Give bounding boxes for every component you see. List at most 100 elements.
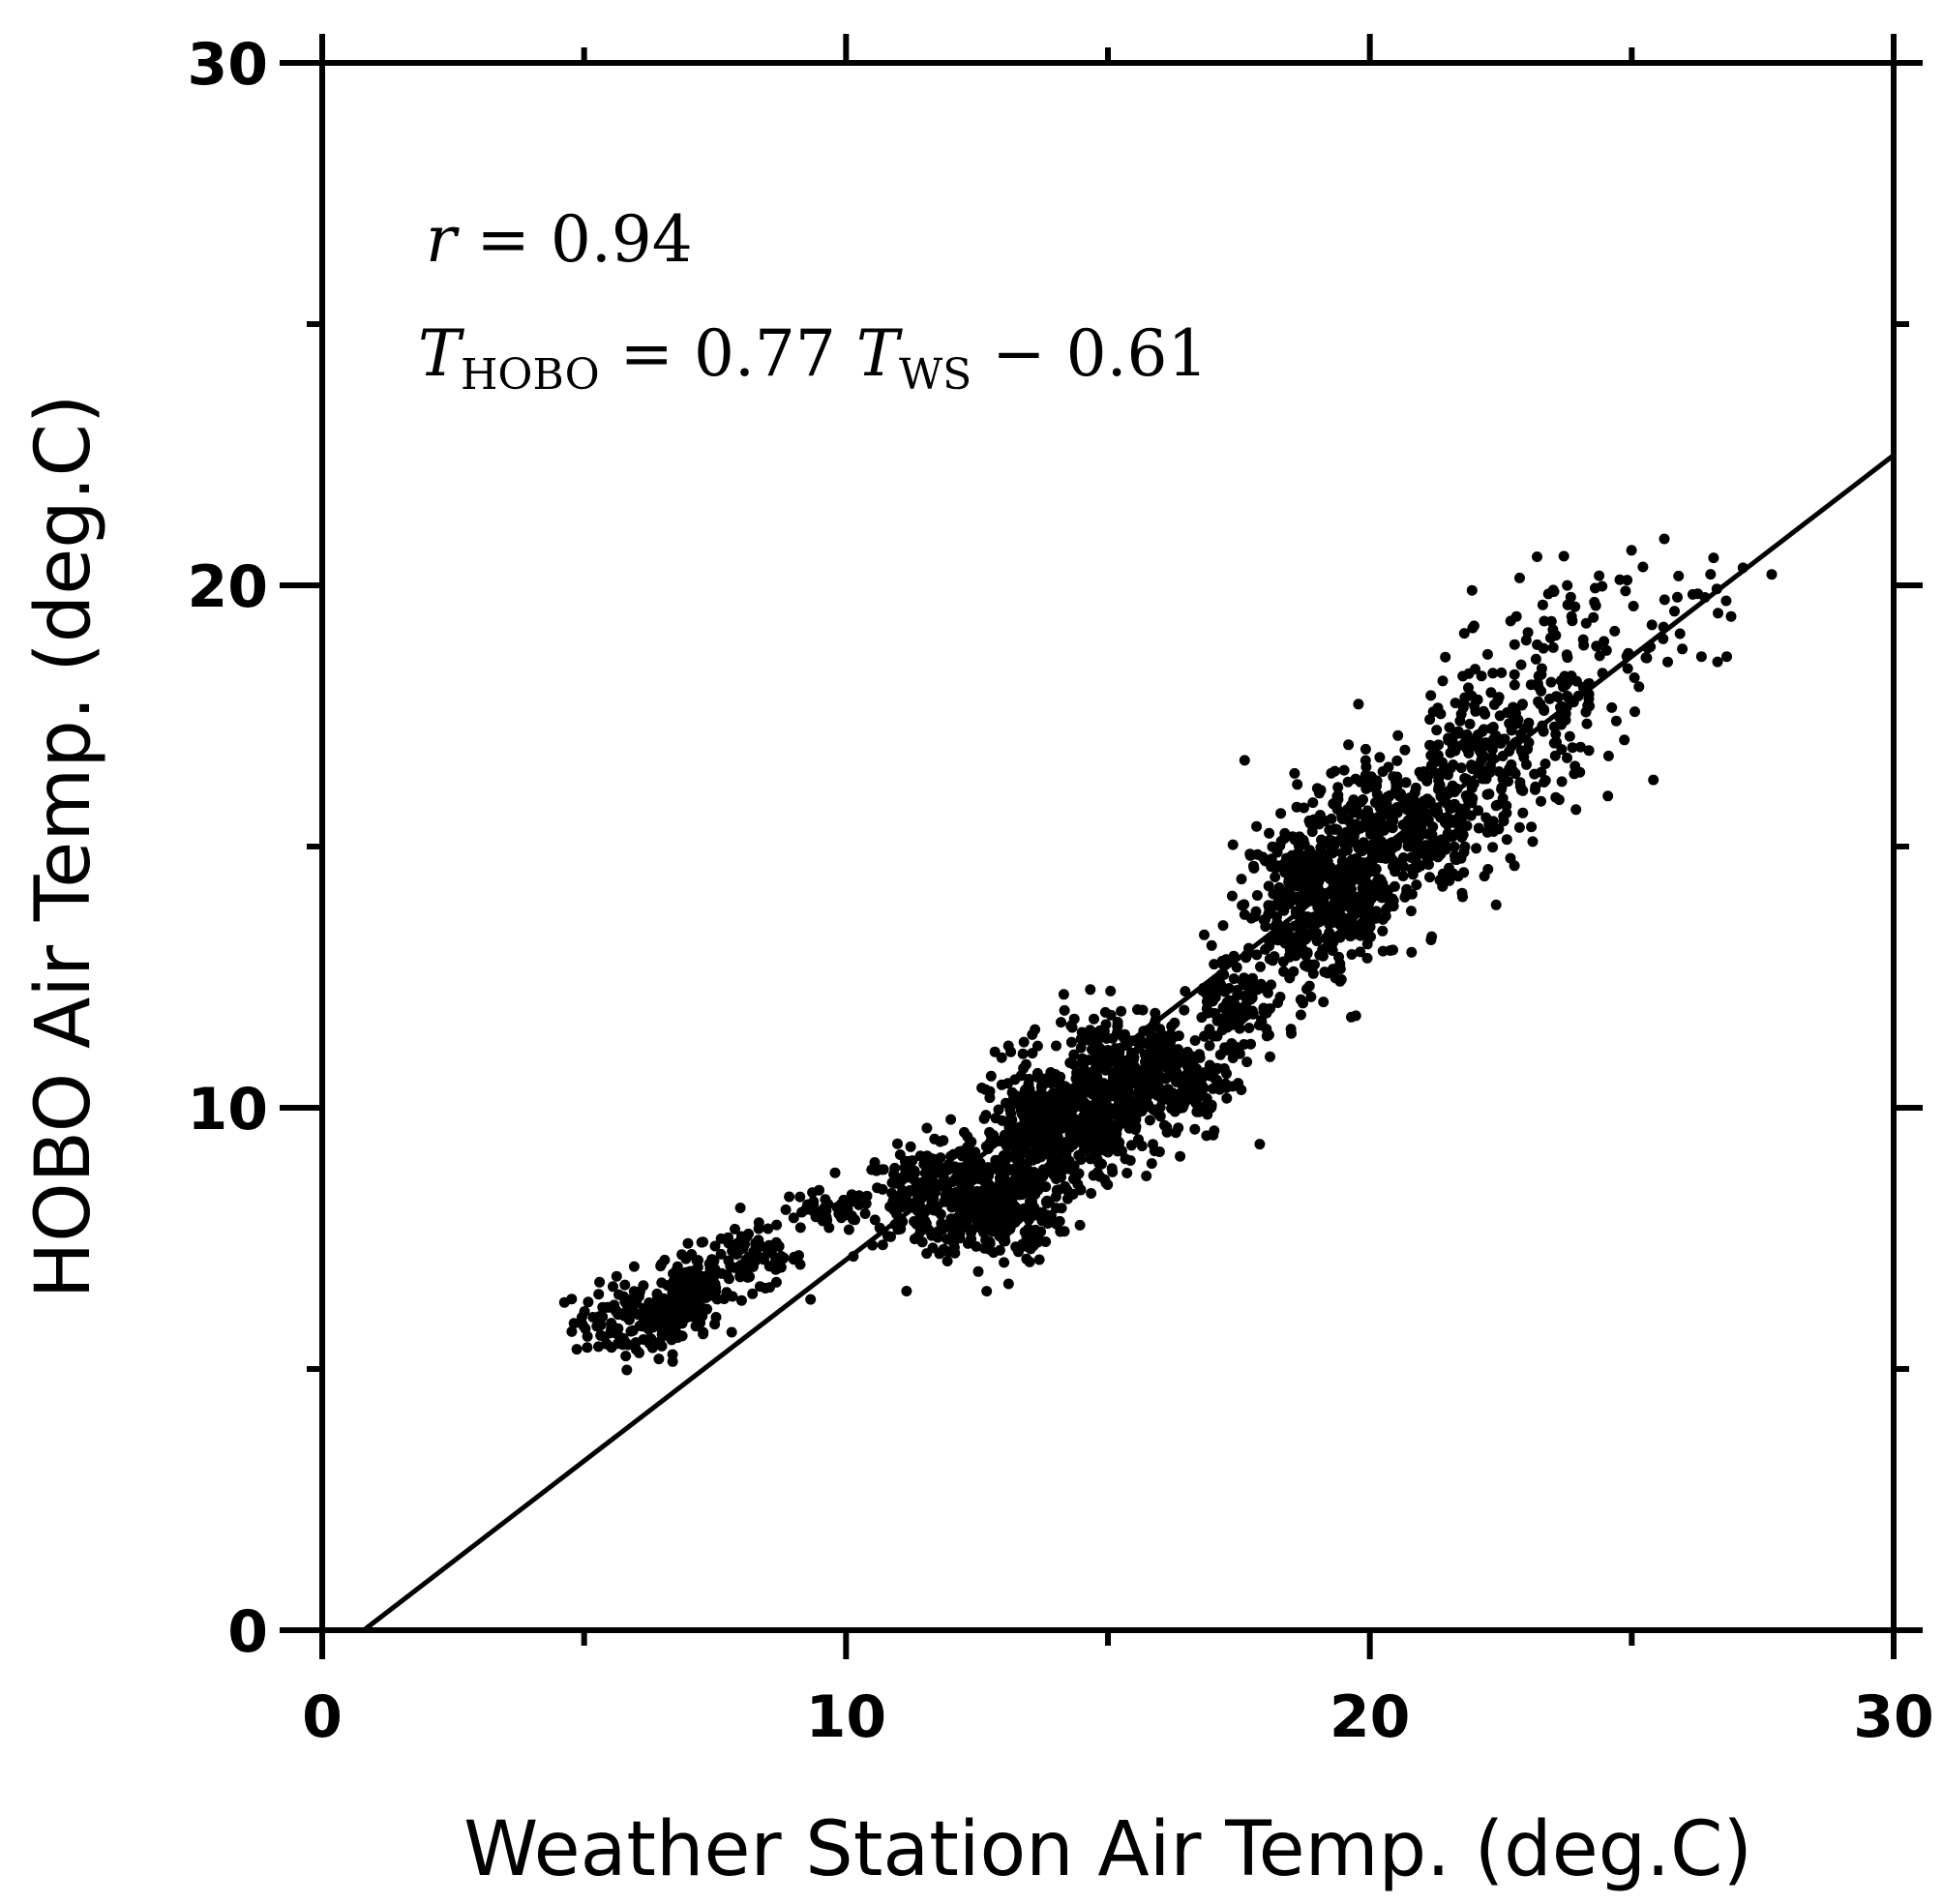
x-tick-label: 10 <box>806 1683 887 1751</box>
data-point <box>1355 809 1365 820</box>
data-point <box>1610 715 1622 727</box>
data-point <box>656 1259 668 1270</box>
data-point <box>1330 932 1341 943</box>
data-point <box>1223 983 1235 994</box>
data-point <box>1221 997 1233 1008</box>
data-point <box>730 1223 740 1235</box>
data-point <box>1180 986 1191 997</box>
data-point <box>1485 687 1497 699</box>
data-point <box>793 1250 804 1262</box>
data-point <box>1637 561 1649 573</box>
data-point <box>1388 944 1398 956</box>
data-point <box>1111 1119 1122 1130</box>
data-point <box>1301 948 1313 960</box>
data-point <box>810 1211 822 1223</box>
data-point <box>1487 842 1499 853</box>
data-point <box>731 1245 742 1257</box>
data-point <box>805 1294 817 1305</box>
data-point <box>1150 1077 1161 1088</box>
data-point <box>1434 835 1446 847</box>
data-point <box>1355 890 1366 902</box>
data-point <box>1106 1163 1118 1175</box>
data-point <box>1043 1141 1054 1152</box>
data-point <box>1609 625 1621 637</box>
data-point <box>1466 783 1478 794</box>
data-point <box>1547 641 1559 653</box>
data-point <box>990 1113 1001 1124</box>
data-point <box>1136 1141 1148 1151</box>
data-point <box>1597 580 1608 592</box>
data-point <box>1614 574 1626 585</box>
data-point <box>744 1271 756 1283</box>
data-point <box>1388 771 1399 783</box>
data-point <box>1538 703 1549 715</box>
data-point <box>1102 1137 1114 1148</box>
data-point <box>1444 862 1454 874</box>
data-point <box>1513 821 1525 833</box>
data-point <box>576 1312 587 1323</box>
data-point <box>1581 718 1593 729</box>
data-point <box>1342 897 1354 908</box>
data-point <box>723 1255 734 1266</box>
data-point <box>999 1257 1010 1268</box>
data-point <box>1284 972 1296 984</box>
data-point <box>784 1191 795 1203</box>
data-point <box>1123 1122 1135 1134</box>
data-point <box>1088 1170 1099 1181</box>
data-point <box>1465 810 1477 821</box>
data-point <box>1404 792 1416 804</box>
data-point <box>726 1326 737 1338</box>
data-point <box>1271 932 1283 943</box>
data-point <box>1017 1048 1029 1059</box>
data-point <box>709 1240 721 1252</box>
data-point <box>1480 708 1491 720</box>
data-point <box>1355 946 1366 958</box>
data-point <box>1031 1146 1041 1158</box>
data-point <box>1275 808 1287 819</box>
data-point <box>1589 596 1600 608</box>
data-point <box>1522 743 1534 755</box>
data-point <box>698 1328 709 1340</box>
x-tick-label: 30 <box>1853 1683 1934 1751</box>
data-point <box>1130 1112 1142 1123</box>
data-point <box>766 1247 777 1259</box>
data-point <box>1488 699 1500 710</box>
data-point <box>1411 879 1422 891</box>
data-point <box>794 1191 806 1203</box>
data-point <box>1115 1103 1126 1114</box>
data-point <box>1506 725 1517 736</box>
data-point <box>1291 801 1302 813</box>
data-point <box>1171 1076 1182 1087</box>
axis-ticks <box>280 34 1923 1659</box>
data-point <box>634 1291 644 1302</box>
data-point <box>1555 719 1567 730</box>
data-point <box>673 1329 685 1341</box>
x-tick-label: 20 <box>1330 1683 1411 1751</box>
data-point <box>963 1194 974 1205</box>
data-point <box>1444 722 1455 733</box>
data-point <box>1509 639 1520 650</box>
data-point <box>972 1265 984 1277</box>
data-point <box>1049 1169 1061 1180</box>
data-point <box>988 1247 1000 1259</box>
data-point <box>1384 790 1394 802</box>
data-point <box>1033 1254 1045 1265</box>
data-point <box>1567 615 1578 627</box>
data-point <box>1209 1125 1220 1137</box>
data-point <box>1162 1084 1174 1095</box>
data-point <box>1004 1207 1016 1219</box>
data-point <box>771 1263 783 1274</box>
data-point <box>1361 952 1373 964</box>
data-point <box>966 1225 976 1236</box>
data-point <box>1673 570 1685 581</box>
data-point <box>1455 708 1467 720</box>
data-point <box>606 1324 617 1335</box>
data-point <box>1075 1154 1087 1165</box>
data-point <box>821 1205 832 1216</box>
data-point <box>1081 1117 1091 1129</box>
data-point <box>1221 1022 1233 1033</box>
data-point <box>1460 733 1472 745</box>
data-point <box>770 1276 782 1288</box>
data-point <box>1069 1134 1080 1145</box>
data-point <box>1227 839 1239 850</box>
